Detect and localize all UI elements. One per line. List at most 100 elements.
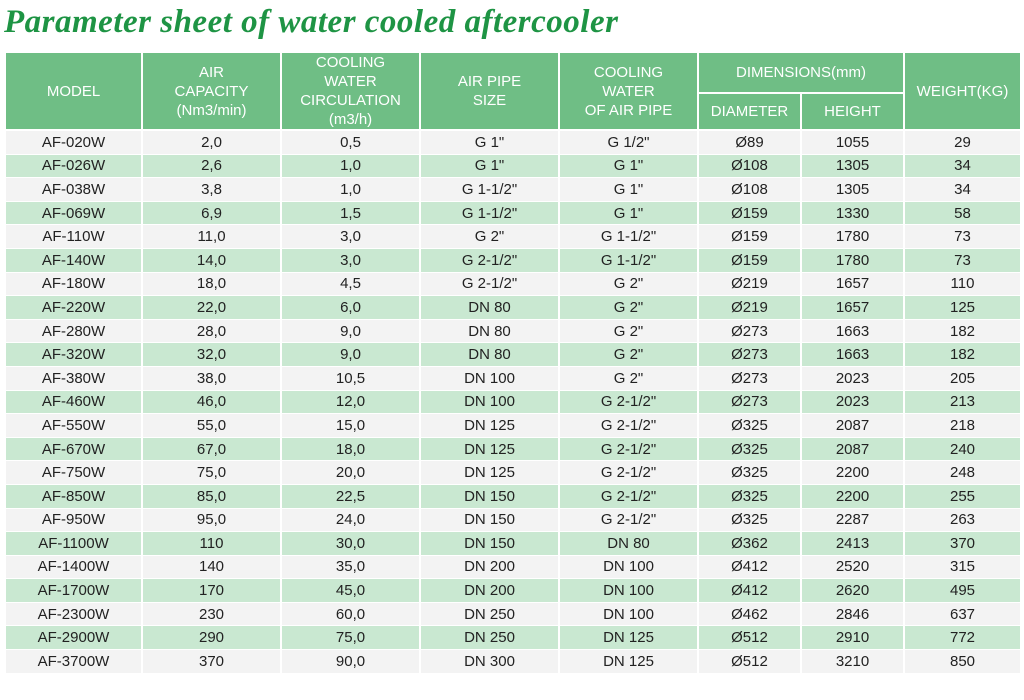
table-row: AF-1100W 110 30,0 DN 150 DN 80 Ø362 2413 370 <box>4 531 1022 556</box>
table-row: AF-110W 11,0 3,0 G 2" G 1-1/2" Ø159 1780 73 <box>4 224 1022 249</box>
table-row: AF-3700W 370 90,0 DN 300 DN 125 Ø512 3210 850 <box>4 649 1022 674</box>
air-capacity-cell: 22,0 <box>141 295 282 320</box>
model-cell: AF-750W <box>4 460 143 485</box>
air-pipe-cell: G 1-1/2" <box>419 177 560 202</box>
air-pipe-cell: DN 125 <box>419 413 560 438</box>
model-cell: AF-850W <box>4 484 143 509</box>
cooling-water-cell: 10,5 <box>280 366 421 391</box>
height-cell: 1055 <box>800 130 905 155</box>
table-row: AF-380W 38,0 10,5 DN 100 G 2" Ø273 2023 205 <box>4 366 1022 391</box>
weight-cell: 637 <box>903 602 1022 627</box>
diameter-cell: Ø108 <box>697 177 802 202</box>
page-title: Parameter sheet of water cooled aftercoo… <box>4 4 619 40</box>
diameter-cell: Ø89 <box>697 130 802 155</box>
model-cell: AF-180W <box>4 272 143 297</box>
cooling-pipe-cell: G 2-1/2" <box>558 460 699 485</box>
header-air-pipe: AIR PIPE SIZE <box>419 51 560 131</box>
table-row: AF-320W 32,0 9,0 DN 80 G 2" Ø273 1663 182 <box>4 342 1022 367</box>
weight-cell: 263 <box>903 508 1022 533</box>
air-capacity-cell: 38,0 <box>141 366 282 391</box>
air-capacity-cell: 2,0 <box>141 130 282 155</box>
table-row: AF-670W 67,0 18,0 DN 125 G 2-1/2" Ø325 2087 240 <box>4 437 1022 462</box>
air-pipe-cell: DN 150 <box>419 508 560 533</box>
weight-cell: 73 <box>903 248 1022 273</box>
model-cell: AF-2900W <box>4 625 143 651</box>
diameter-cell: Ø325 <box>697 460 802 485</box>
header-model: MODEL <box>4 51 143 131</box>
air-capacity-cell: 85,0 <box>141 484 282 509</box>
height-cell: 1657 <box>800 272 905 297</box>
air-capacity-cell: 46,0 <box>141 390 282 415</box>
header-dimensions-label: DIMENSIONS(mm) <box>736 63 866 81</box>
diameter-cell: Ø412 <box>697 578 802 603</box>
weight-cell: 772 <box>903 625 1022 651</box>
air-pipe-cell: DN 200 <box>419 555 560 580</box>
model-cell: AF-1700W <box>4 578 143 603</box>
cooling-pipe-cell: G 2" <box>558 319 699 344</box>
cooling-water-cell: 22,5 <box>280 484 421 509</box>
air-capacity-cell: 110 <box>141 531 282 556</box>
air-pipe-cell: G 2-1/2" <box>419 248 560 273</box>
diameter-cell: Ø219 <box>697 272 802 297</box>
header-cooling-water-label: COOLING WATER CIRCULATION (m3/h) <box>300 54 401 128</box>
model-cell: AF-3700W <box>4 649 143 674</box>
weight-cell: 255 <box>903 484 1022 509</box>
cooling-water-cell: 3,0 <box>280 224 421 249</box>
header-diameter-label: DIAMETER <box>710 102 789 120</box>
diameter-cell: Ø512 <box>697 649 802 674</box>
table-row: AF-550W 55,0 15,0 DN 125 G 2-1/2" Ø325 2087 218 <box>4 413 1022 438</box>
cooling-pipe-cell: G 1" <box>558 154 699 179</box>
height-cell: 1657 <box>800 295 905 320</box>
cooling-water-cell: 75,0 <box>280 625 421 651</box>
weight-cell: 315 <box>903 555 1022 580</box>
cooling-pipe-cell: G 2-1/2" <box>558 484 699 509</box>
table-row: AF-1400W 140 35,0 DN 200 DN 100 Ø412 2520 315 <box>4 555 1022 580</box>
cooling-pipe-cell: G 2-1/2" <box>558 508 699 533</box>
header-height-label: HEIGHT <box>824 102 881 120</box>
air-pipe-cell: DN 100 <box>419 366 560 391</box>
header-weight-label: WEIGHT(KG) <box>916 82 1009 100</box>
air-pipe-cell: DN 80 <box>419 295 560 320</box>
cooling-water-cell: 12,0 <box>280 390 421 415</box>
table-row: AF-220W 22,0 6,0 DN 80 G 2" Ø219 1657 125 <box>4 295 1022 320</box>
cooling-water-cell: 35,0 <box>280 555 421 580</box>
height-cell: 1780 <box>800 224 905 249</box>
diameter-cell: Ø325 <box>697 413 802 438</box>
weight-cell: 34 <box>903 177 1022 202</box>
cooling-pipe-cell: G 1" <box>558 177 699 202</box>
model-cell: AF-020W <box>4 130 143 155</box>
air-capacity-cell: 3,8 <box>141 177 282 202</box>
height-cell: 2087 <box>800 413 905 438</box>
air-capacity-cell: 2,6 <box>141 154 282 179</box>
weight-cell: 218 <box>903 413 1022 438</box>
cooling-water-cell: 60,0 <box>280 602 421 627</box>
weight-cell: 125 <box>903 295 1022 320</box>
model-cell: AF-320W <box>4 342 143 367</box>
weight-cell: 213 <box>903 390 1022 415</box>
diameter-cell: Ø159 <box>697 224 802 249</box>
diameter-cell: Ø273 <box>697 390 802 415</box>
header-air-capacity-label: AIR CAPACITY (Nm3/min) <box>174 63 249 119</box>
height-cell: 2520 <box>800 555 905 580</box>
height-cell: 2023 <box>800 366 905 391</box>
weight-cell: 248 <box>903 460 1022 485</box>
cooling-pipe-cell: G 2-1/2" <box>558 413 699 438</box>
model-cell: AF-380W <box>4 366 143 391</box>
diameter-cell: Ø325 <box>697 437 802 462</box>
table-row: AF-020W 2,0 0,5 G 1" G 1/2" Ø89 1055 29 <box>4 130 1022 155</box>
air-capacity-cell: 140 <box>141 555 282 580</box>
model-cell: AF-069W <box>4 201 143 226</box>
cooling-water-cell: 18,0 <box>280 437 421 462</box>
air-pipe-cell: G 1-1/2" <box>419 201 560 226</box>
diameter-cell: Ø273 <box>697 366 802 391</box>
weight-cell: 182 <box>903 319 1022 344</box>
air-capacity-cell: 32,0 <box>141 342 282 367</box>
cooling-water-cell: 3,0 <box>280 248 421 273</box>
model-cell: AF-1400W <box>4 555 143 580</box>
table-row: AF-038W 3,8 1,0 G 1-1/2" G 1" Ø108 1305 34 <box>4 177 1022 202</box>
cooling-pipe-cell: G 2-1/2" <box>558 390 699 415</box>
cooling-pipe-cell: DN 125 <box>558 649 699 674</box>
air-pipe-cell: G 2-1/2" <box>419 272 560 297</box>
cooling-pipe-cell: G 2-1/2" <box>558 437 699 462</box>
cooling-pipe-cell: G 2" <box>558 295 699 320</box>
